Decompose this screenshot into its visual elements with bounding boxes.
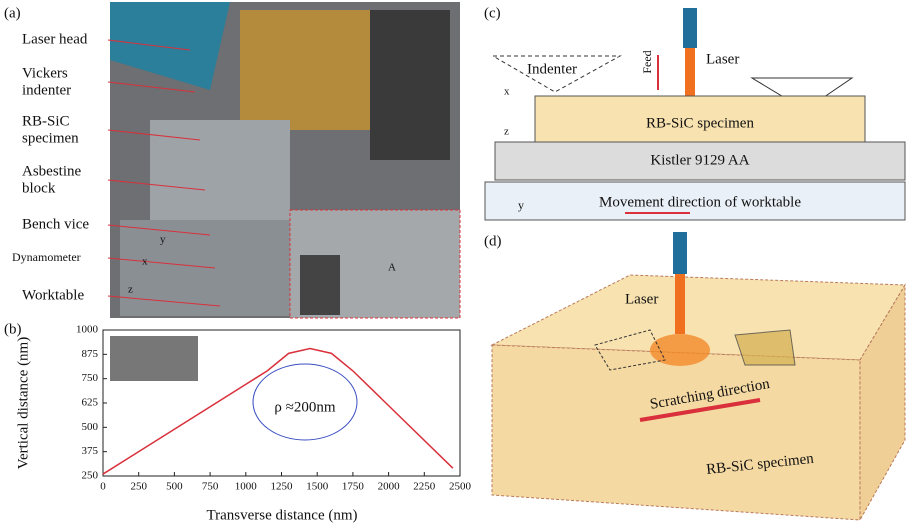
leader-line: [107, 129, 201, 141]
callout: Worktable: [22, 287, 84, 303]
x-tick-label: 1000: [235, 481, 258, 493]
y-tick-label: 1000: [76, 324, 99, 336]
y-tick-label: 750: [82, 372, 99, 384]
callout: Asbestine: [22, 163, 82, 179]
leader-line: [107, 39, 191, 51]
specimen-label: RB-SiC specimen: [646, 115, 754, 131]
specimen-front: [491, 344, 861, 521]
x-tick-label: 1500: [306, 481, 329, 493]
axis-label: y: [518, 198, 524, 212]
axis-label: A: [388, 262, 396, 274]
laser-label: Laser: [706, 51, 739, 67]
annotation: ρ ≈200nm: [274, 399, 335, 415]
x-tick-label: 2250: [413, 481, 436, 493]
y-tick-label: 625: [82, 397, 99, 409]
panel-label: (c): [484, 5, 501, 21]
callout: Dynamometer: [12, 250, 81, 264]
leader-line: [107, 179, 206, 191]
specimen-side: [859, 283, 906, 522]
specimen: [534, 95, 866, 143]
x-tick-label: 750: [202, 481, 219, 493]
y-tick-label: 875: [82, 348, 99, 360]
leader-line: [107, 81, 196, 93]
callout: specimen: [22, 130, 79, 146]
leader-line: [107, 257, 216, 269]
callout: RB-SiC: [22, 113, 70, 129]
leader-line: [107, 224, 211, 236]
laser-beam: [685, 48, 695, 96]
axis-label: x: [142, 256, 148, 268]
annotation-circle: [252, 363, 358, 441]
panel-label: (d): [484, 233, 502, 249]
x-tick-label: 500: [166, 481, 183, 493]
laser-label: Laser: [625, 291, 658, 307]
indenter-label: Indenter: [527, 61, 577, 77]
inset-image: [110, 336, 198, 381]
x-tick-label: 1750: [342, 481, 365, 493]
dynamometer: [494, 141, 906, 181]
movement-label: Movement direction of worktable: [599, 194, 801, 210]
laser-beam: [675, 274, 685, 334]
laser-head: [683, 8, 697, 48]
data-line: [102, 347, 454, 475]
y-axis-label: Vertical distance (nm): [15, 337, 31, 469]
dynamometer-label: Kistler 9129 AA: [650, 152, 749, 168]
axis-label: z: [128, 284, 133, 296]
y-tick-label: 250: [82, 470, 99, 482]
laser-spot: [650, 334, 710, 366]
axis-label: z: [504, 126, 509, 138]
x-tick-label: 1250: [271, 481, 294, 493]
panel-label: (a): [4, 5, 21, 21]
axis-label: y: [160, 234, 166, 246]
worktable: [484, 181, 906, 221]
callout: Bench vice: [22, 216, 89, 232]
callout: indenter: [22, 82, 71, 98]
feed-label: Feed: [640, 50, 654, 73]
x-tick-label: 2500: [449, 481, 472, 493]
photo: [110, 2, 461, 319]
laser-head: [673, 232, 687, 274]
callout: Vickers: [22, 65, 68, 81]
callout: block: [22, 180, 56, 196]
y-tick-label: 375: [82, 445, 99, 457]
leader-line: [107, 295, 221, 307]
x-axis-label: Transverse distance (nm): [206, 507, 357, 523]
x-tick-label: 250: [130, 481, 147, 493]
axis-label: x: [504, 86, 510, 98]
x-tick-label: 2000: [378, 481, 401, 493]
callout: Laser head: [22, 31, 88, 47]
panel-label: (b): [4, 321, 22, 337]
y-tick-label: 500: [82, 421, 99, 433]
x-tick-label: 0: [100, 481, 106, 493]
